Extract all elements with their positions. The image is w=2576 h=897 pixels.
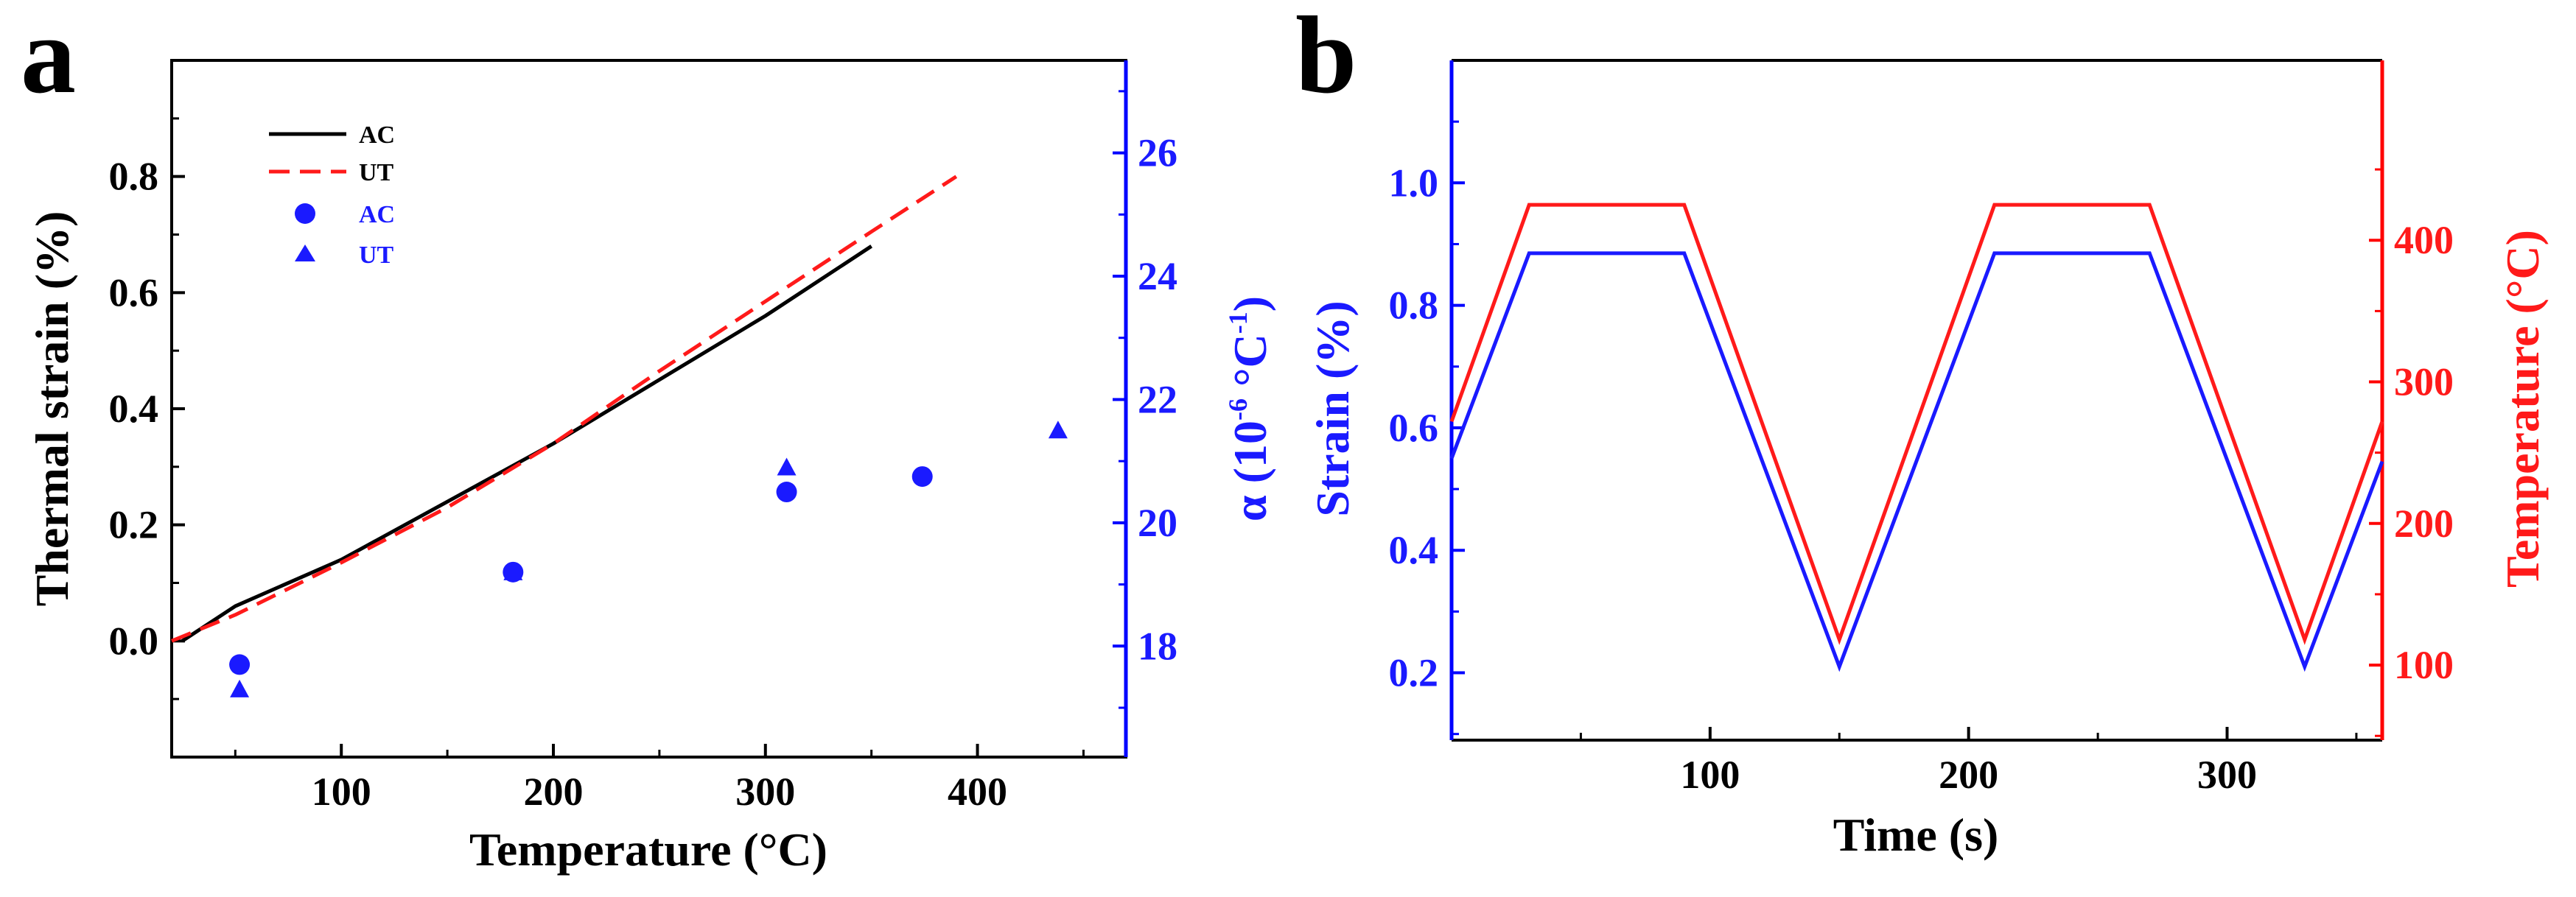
plot-frame-a bbox=[170, 59, 1127, 759]
x-tick-label-b: 100 bbox=[1680, 753, 1740, 797]
x-tick-label-a: 300 bbox=[735, 770, 795, 814]
legend-label-ac-line: AC bbox=[359, 122, 395, 149]
legend-swatch-ac-circle bbox=[295, 203, 315, 224]
y2-tick-label-b: 400 bbox=[2394, 218, 2454, 262]
y2-tick-label-a: 22 bbox=[1138, 377, 1177, 421]
data-point-a-ac-circle bbox=[776, 482, 797, 503]
y2-title-a-sup2: -1 bbox=[1223, 312, 1253, 334]
y2-title-a-unit: °C bbox=[1224, 334, 1276, 398]
y2-tick-label-b: 200 bbox=[2394, 502, 2454, 546]
panel-label-a: a bbox=[21, 0, 76, 116]
y2-axis-title-b: Temperature (°C) bbox=[2496, 230, 2549, 588]
legend-label-ut-triangle: UT bbox=[359, 242, 394, 269]
x-axis-title-a: Temperature (°C) bbox=[469, 823, 827, 876]
x-tick-label-b: 300 bbox=[2197, 753, 2257, 797]
legend-a: AC UT AC UT bbox=[269, 122, 395, 269]
y2-tick-label-b: 300 bbox=[2394, 360, 2454, 404]
data-point-a-ut-triangle bbox=[777, 457, 797, 476]
data-point-a-ut-triangle bbox=[1048, 421, 1068, 439]
y2-tick-label-a: 26 bbox=[1138, 131, 1177, 175]
y2-title-a-main: α (10 bbox=[1224, 421, 1276, 521]
y-axis-title-a: Thermal strain (%) bbox=[26, 211, 78, 607]
y-tick-label-b: 0.6 bbox=[1389, 406, 1439, 450]
y2-tick-label-b: 100 bbox=[2394, 643, 2454, 687]
y-tick-label-b: 0.8 bbox=[1389, 284, 1439, 328]
y2-title-a-close: ) bbox=[1224, 296, 1276, 312]
data-point-a-ut-triangle bbox=[230, 679, 250, 697]
x-tick-label-a: 200 bbox=[524, 770, 584, 814]
y2-axis-title-a: α (10-6 °C-1) bbox=[1223, 296, 1276, 521]
x-tick-label-a: 100 bbox=[312, 770, 371, 814]
y-axis-title-b: Strain (%) bbox=[1306, 300, 1359, 516]
line-series-a-ut-dashed bbox=[171, 175, 958, 643]
y2-tick-label-a: 20 bbox=[1138, 501, 1177, 545]
data-point-a-ac-circle bbox=[229, 654, 251, 675]
panel-label-b: b bbox=[1295, 0, 1357, 116]
legend-swatch-ut-triangle bbox=[295, 245, 315, 261]
line-series-b-temperature bbox=[1449, 203, 2384, 645]
data-point-a-ac-circle bbox=[911, 466, 933, 488]
y-tick-label-a: 0.4 bbox=[109, 387, 159, 431]
y-tick-label-b: 0.2 bbox=[1389, 651, 1439, 695]
x-tick-label-b: 200 bbox=[1939, 753, 1998, 797]
y2-tick-label-a: 24 bbox=[1138, 254, 1177, 298]
y2-title-a-sup: -6 bbox=[1223, 398, 1253, 421]
y-tick-label-b: 0.4 bbox=[1389, 528, 1439, 572]
y-tick-label-a: 0.2 bbox=[109, 503, 159, 547]
data-point-a-ut-triangle bbox=[503, 562, 523, 580]
legend-label-ut-line: UT bbox=[359, 159, 394, 186]
x-axis-title-b: Time (s) bbox=[1833, 809, 1999, 861]
line-series-a-ac-solid bbox=[181, 245, 873, 643]
y-tick-label-b: 1.0 bbox=[1389, 161, 1439, 205]
y-tick-label-a: 0.6 bbox=[109, 270, 159, 314]
x-tick-label-a: 400 bbox=[948, 770, 1007, 814]
line-series-b-strain bbox=[1449, 251, 2384, 672]
y-tick-label-a: 0.8 bbox=[109, 155, 159, 199]
panel-a: a 100 200 300 4000.00.20.40.60.81820222426 … bbox=[21, 0, 1276, 876]
y2-tick-label-a: 18 bbox=[1138, 624, 1177, 668]
panel-b: b 100 200 300 0.2 0.4 0.6 0.8 1.0 100 200 300 400 T… bbox=[1295, 0, 2549, 861]
y-tick-label-a: 0.0 bbox=[109, 619, 159, 663]
legend-label-ac-circle: AC bbox=[359, 201, 395, 228]
